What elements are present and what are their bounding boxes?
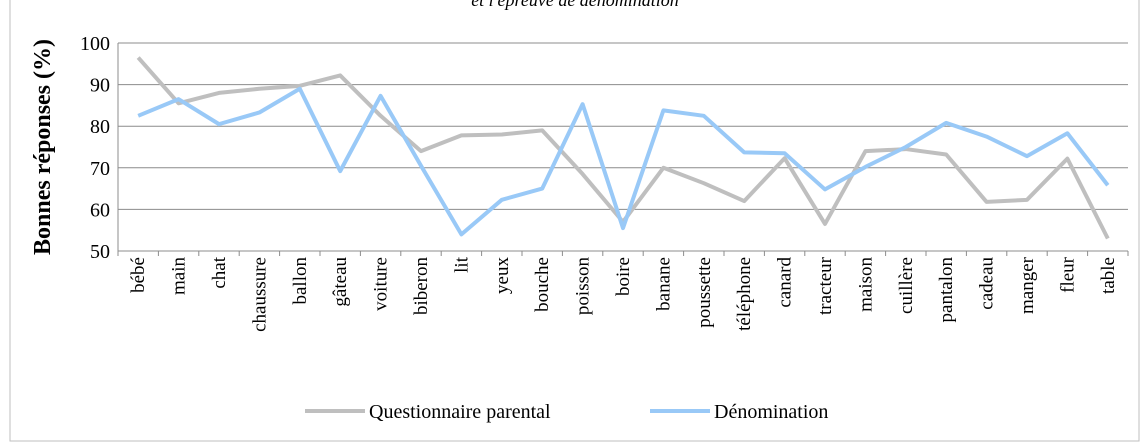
x-tick-label: banane [653, 257, 674, 311]
x-tick-label: chaussure [249, 257, 270, 332]
x-tick-label: main [169, 257, 190, 295]
x-tick-label: cuillère [896, 257, 917, 314]
x-tick-label: bouche [532, 257, 553, 312]
x-tick-label: fleur [1057, 256, 1078, 293]
x-tick-label: cadeau [977, 257, 998, 310]
x-tick-label: voiture [371, 257, 392, 311]
chart-title: et l'épreuve de dénomination [471, 0, 679, 10]
x-tick-label: boire [613, 257, 634, 296]
x-tick-label: tracteur [815, 256, 836, 315]
y-tick-label: 100 [80, 33, 110, 55]
x-tick-label: table [1098, 257, 1119, 294]
x-tick-label: ballon [290, 257, 311, 305]
x-tick-label: téléphone [734, 257, 755, 331]
x-tick-label: biberon [411, 257, 432, 316]
x-tick-label: yeux [492, 257, 513, 294]
x-tick-label: pantalon [936, 257, 957, 323]
x-tick-label: poussette [694, 257, 715, 328]
x-tick-label: maison [855, 257, 876, 312]
series-line [137, 86, 1110, 237]
y-axis-label: Bonnes réponses (%) [30, 39, 56, 255]
y-tick-label: 80 [90, 116, 110, 138]
y-tick-label: 60 [90, 199, 110, 221]
y-tick-label: 70 [90, 158, 110, 180]
x-tick-label: canard [775, 257, 796, 308]
x-tick-label: gâteau [330, 257, 351, 307]
x-tick-label: lit [451, 256, 472, 273]
legend-label: Dénomination [714, 401, 828, 423]
x-tick-label: manger [1017, 256, 1038, 314]
chart-frame [9, 0, 1140, 442]
legend-label: Questionnaire parental [369, 401, 551, 423]
x-tick-label: bébé [128, 257, 149, 293]
x-tick-label: poisson [573, 257, 594, 316]
y-tick-label: 50 [90, 241, 110, 263]
y-tick-label: 90 [90, 75, 110, 97]
x-tick-label: chat [209, 256, 230, 288]
